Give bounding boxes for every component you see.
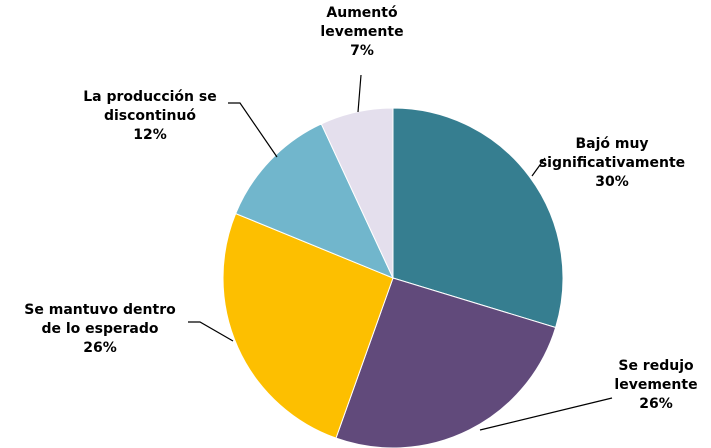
leader-line — [479, 397, 613, 431]
pie-slice — [335, 277, 557, 448]
leader-line — [357, 74, 362, 113]
value-label: 30% — [595, 174, 629, 190]
slice-label: La producción se discontinuó — [83, 89, 216, 124]
slice-label: Se mantuvo dentro de lo esperado — [24, 302, 176, 337]
pie-slice — [320, 107, 394, 279]
value-label: 26% — [639, 396, 673, 412]
value-label: 26% — [83, 340, 117, 356]
slice-label: Bajó muy significativamente — [539, 136, 685, 171]
leader-line — [228, 102, 278, 158]
pie-slice — [392, 107, 564, 329]
pie-slice — [235, 123, 394, 279]
pie-slice — [222, 212, 394, 439]
value-label: 7% — [350, 43, 374, 59]
leader-line — [531, 157, 546, 177]
slice-label: Se redujo levemente — [614, 358, 697, 393]
leader-line — [188, 321, 234, 342]
value-label: 12% — [133, 127, 167, 143]
slice-label: Aumentó levemente — [320, 5, 403, 40]
